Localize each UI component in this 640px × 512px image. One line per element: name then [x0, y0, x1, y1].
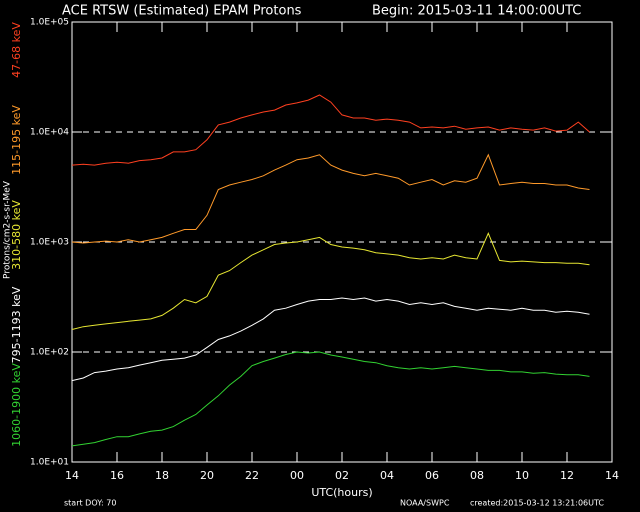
legend-label: 795-1193 keV: [10, 286, 23, 363]
x-tick-label: 18: [155, 469, 169, 482]
legend-label: 310-580 keV: [10, 200, 23, 270]
series-line: [71, 94, 590, 166]
footer-right: created:2015-03-12 13:21:06UTC: [470, 499, 604, 508]
x-tick-label: 08: [470, 469, 484, 482]
legend-label: 47-68 keV: [10, 22, 23, 78]
footer-left: start DOY: 70: [64, 499, 116, 508]
footer-center: NOAA/SWPC: [400, 499, 450, 508]
x-tick-label: 14: [65, 469, 79, 482]
x-tick-label: 06: [425, 469, 439, 482]
y-tick-label: 1.0E+01: [30, 458, 69, 468]
y-axis-label: Protons/cm2-s-sr-MeV: [3, 180, 13, 279]
y-tick-label: 1.0E+05: [30, 18, 69, 28]
series-line: [71, 232, 590, 330]
series-line: [71, 351, 590, 447]
legend-label: 115-195 keV: [10, 105, 23, 175]
x-tick-label: 04: [380, 469, 394, 482]
legend-label: 1060-1900 keV: [10, 363, 23, 447]
y-tick-label: 1.0E+03: [30, 238, 69, 248]
y-tick-label: 1.0E+02: [30, 348, 69, 358]
x-tick-label: 14: [605, 469, 619, 482]
x-axis-label: UTC(hours): [311, 486, 372, 499]
x-tick-label: 12: [560, 469, 574, 482]
x-tick-label: 16: [110, 469, 124, 482]
chart-subtitle: Begin: 2015-03-11 14:00:00UTC: [372, 4, 581, 19]
x-tick-label: 22: [245, 469, 259, 482]
series-line: [71, 153, 590, 244]
chart-title: ACE RTSW (Estimated) EPAM Protons: [62, 4, 302, 19]
x-tick-label: 02: [335, 469, 349, 482]
x-tick-label: 10: [515, 469, 529, 482]
y-tick-label: 1.0E+04: [30, 128, 69, 138]
x-tick-label: 20: [200, 469, 214, 482]
x-tick-label: 00: [290, 469, 304, 482]
series-line: [71, 297, 590, 382]
